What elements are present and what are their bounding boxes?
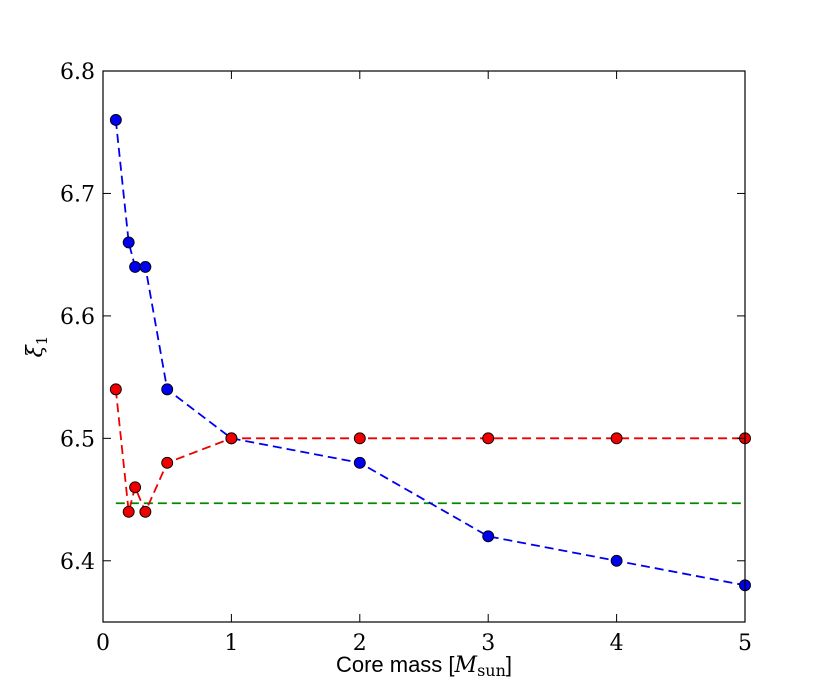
blue-data-point	[109, 114, 122, 126]
x-tick-label: 4	[610, 631, 624, 656]
red-data-point	[122, 505, 135, 518]
x-tick-label: 5	[738, 631, 752, 656]
y-tick-label: 6.4	[60, 550, 95, 575]
red-series-line	[114, 389, 745, 515]
blue-data-point	[161, 383, 174, 396]
red-data-point	[353, 432, 366, 445]
blue-data-point	[482, 530, 495, 543]
y-tick-label: 6.6	[60, 305, 95, 330]
blue-data-point	[122, 236, 135, 249]
plot-frame	[102, 70, 746, 623]
red-data-point	[161, 456, 174, 469]
red-data-point	[610, 432, 623, 445]
red-data-point	[109, 383, 122, 396]
x-tick-label: 1	[224, 631, 238, 656]
blue-series-line	[114, 119, 746, 587]
red-data-point	[139, 505, 152, 518]
x-axis-label: Core mass [Msun]	[336, 652, 512, 680]
x-tick-label: 2	[353, 631, 367, 656]
red-data-point	[225, 432, 238, 445]
y-tick-label: 6.5	[60, 427, 95, 452]
ticks-layer: 0 1 2 3 4 5 6.4 6.5 6.6 6.7 6.8	[60, 60, 752, 656]
blue-data-point	[129, 260, 142, 273]
blue-data-point	[610, 554, 623, 567]
y-tick-label: 6.8	[60, 60, 95, 85]
x-tick-label: 0	[96, 631, 110, 656]
blue-data-point	[353, 456, 366, 469]
y-tick-label: 6.7	[60, 182, 95, 207]
x-tick-label: 3	[481, 631, 495, 656]
blue-data-point	[139, 260, 152, 273]
y-axis-label: ξ1	[23, 336, 51, 358]
red-data-point	[482, 432, 495, 445]
red-data-point	[129, 481, 142, 494]
series-layer	[109, 114, 751, 592]
